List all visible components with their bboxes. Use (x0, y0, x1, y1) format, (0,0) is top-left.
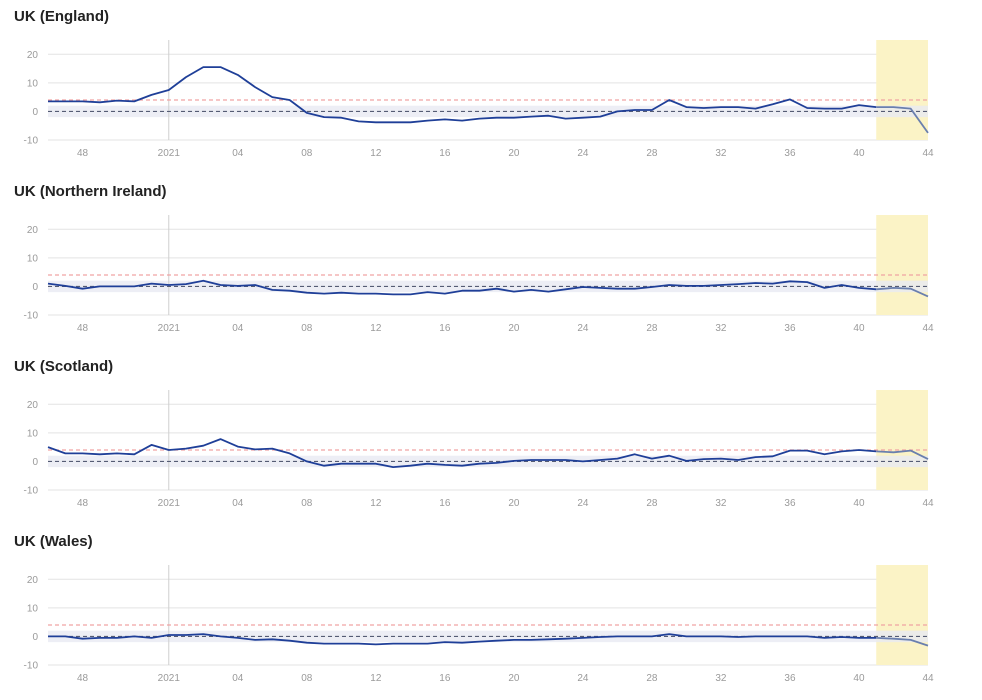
x-tick-label: 48 (77, 498, 89, 509)
x-tick-label: 24 (577, 323, 589, 334)
series-line-forecast (876, 637, 929, 647)
chart-scotland[interactable]: 20 10 0 -10 48 2021 04 08 12 16 20 24 28 32 36 40 44 (0, 380, 982, 525)
x-tick-label: 28 (646, 323, 658, 334)
y-tick-label: 10 (27, 603, 39, 614)
y-tick-label: -10 (24, 661, 39, 672)
chart-panel-wales: UK (Wales) 20 10 0 -10 48 2021 04 08 12 16 20 24 28 3… (0, 525, 982, 700)
y-tick-label: 0 (32, 107, 38, 118)
series-line-forecast (876, 449, 929, 460)
x-tick-label: 04 (232, 148, 244, 159)
y-tick-label: 20 (27, 50, 39, 61)
chart-panel-england: UK (England) 20 10 0 -10 48 2021 04 08 12 16 20 24 2… (0, 0, 982, 175)
forecast-region (876, 390, 928, 490)
x-tick-label: 12 (370, 323, 382, 334)
x-tick-label: 20 (508, 498, 520, 509)
x-tick-label: 04 (232, 323, 244, 334)
series-line-observed (47, 279, 877, 296)
y-tick-label: 10 (27, 428, 39, 439)
chart-title: UK (Northern Ireland) (14, 183, 167, 200)
y-tick-label: 20 (27, 225, 39, 236)
y-tick-label: 0 (32, 632, 38, 643)
x-tick-label: 08 (301, 498, 313, 509)
y-tick-label: 20 (27, 400, 39, 411)
x-tick-label: 2021 (158, 498, 181, 509)
x-tick-label: 48 (77, 673, 89, 684)
normal-range-band (48, 280, 928, 293)
series-line-forecast (876, 287, 929, 298)
x-tick-label: 24 (577, 498, 589, 509)
chart-wales[interactable]: 20 10 0 -10 48 2021 04 08 12 16 20 24 28 32 36 40 44 (0, 555, 982, 700)
x-tick-label: 2021 (158, 148, 181, 159)
x-tick-label: 16 (439, 673, 451, 684)
x-tick-label: 24 (577, 148, 589, 159)
y-tick-label: 10 (27, 253, 39, 264)
x-tick-label: 32 (715, 148, 727, 159)
chart-title: UK (England) (14, 8, 109, 25)
x-tick-label: 48 (77, 323, 89, 334)
forecast-region (876, 215, 928, 315)
x-tick-label: 36 (784, 498, 796, 509)
normal-range-band (48, 630, 928, 643)
x-tick-label: 32 (715, 323, 727, 334)
y-tick-label: 10 (27, 78, 39, 89)
x-tick-label: 40 (853, 673, 865, 684)
y-tick-label: -10 (24, 311, 39, 322)
x-tick-label: 36 (784, 148, 796, 159)
x-tick-label: 36 (784, 673, 796, 684)
x-tick-label: 44 (922, 323, 934, 334)
x-tick-label: 24 (577, 673, 589, 684)
x-tick-label: 2021 (158, 673, 181, 684)
x-tick-label: 48 (77, 148, 89, 159)
x-tick-label: 20 (508, 323, 520, 334)
x-tick-label: 40 (853, 323, 865, 334)
x-tick-label: 04 (232, 673, 244, 684)
x-tick-label: 20 (508, 148, 520, 159)
x-tick-label: 20 (508, 673, 520, 684)
x-tick-label: 12 (370, 148, 382, 159)
x-tick-label: 08 (301, 673, 313, 684)
y-tick-label: 0 (32, 457, 38, 468)
x-tick-label: 40 (853, 148, 865, 159)
x-tick-label: 44 (922, 148, 934, 159)
forecast-region (876, 565, 928, 665)
chart-panel-northern-ireland: UK (Northern Ireland) 20 10 0 -10 48 2021 04 08… (0, 175, 982, 350)
y-tick-label: -10 (24, 486, 39, 497)
y-tick-label: 0 (32, 282, 38, 293)
x-tick-label: 12 (370, 498, 382, 509)
x-tick-label: 04 (232, 498, 244, 509)
normal-range-band (48, 105, 928, 118)
x-tick-label: 08 (301, 323, 313, 334)
x-tick-label: 2021 (158, 323, 181, 334)
forecast-region (876, 40, 928, 140)
series-line-observed (47, 438, 877, 468)
series-line-observed (48, 633, 877, 646)
chart-panel-scotland: UK (Scotland) 20 10 0 -10 48 2021 04 08 12 16 20 24… (0, 350, 982, 525)
chart-northern-ireland[interactable]: 20 10 0 -10 48 2021 04 08 12 16 20 24 28 32 36 40 44 (0, 205, 982, 350)
x-tick-label: 08 (301, 148, 313, 159)
x-tick-label: 44 (922, 673, 934, 684)
y-tick-label: 20 (27, 575, 39, 586)
chart-title: UK (Scotland) (14, 358, 114, 375)
x-tick-label: 16 (439, 323, 451, 334)
y-tick-label: -10 (24, 136, 39, 147)
series-line-observed (48, 66, 877, 124)
chart-title: UK (Wales) (14, 533, 93, 550)
x-tick-label: 28 (646, 148, 658, 159)
chart-england[interactable]: 20 10 0 -10 48 2021 04 08 12 16 20 24 28 32 36 40 44 (0, 30, 982, 175)
x-tick-label: 28 (646, 673, 658, 684)
x-tick-label: 32 (715, 673, 727, 684)
normal-range-band (48, 455, 928, 468)
series-line-forecast (876, 106, 929, 134)
x-tick-label: 40 (853, 498, 865, 509)
x-tick-label: 44 (922, 498, 934, 509)
x-tick-label: 16 (439, 498, 451, 509)
x-tick-label: 32 (715, 498, 727, 509)
x-tick-label: 36 (784, 323, 796, 334)
x-tick-label: 12 (370, 673, 382, 684)
x-tick-label: 28 (646, 498, 658, 509)
x-tick-label: 16 (439, 148, 451, 159)
